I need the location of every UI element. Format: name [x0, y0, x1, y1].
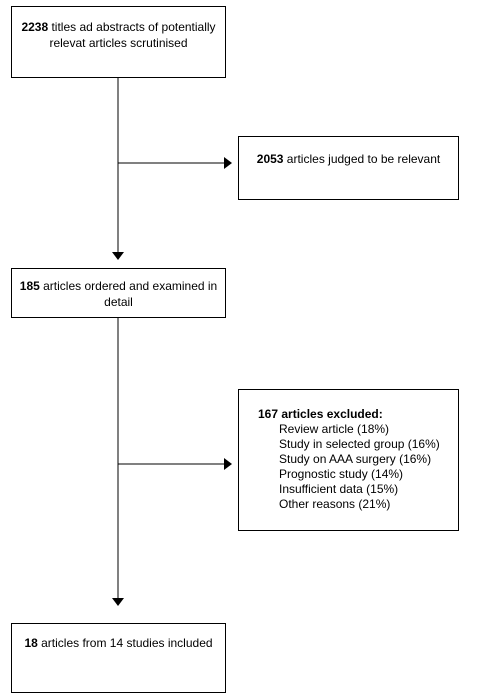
- ordered-text: articles ordered and examined in detail: [39, 279, 218, 309]
- excluded-box: 167 articles excluded: Review article (1…: [238, 389, 459, 531]
- ordered-box: 185 articles ordered and examined in det…: [11, 268, 226, 318]
- reason-item: Study in selected group (16%): [279, 437, 440, 451]
- relevant-text: articles judged to be relevant: [283, 152, 441, 166]
- arrowhead-down-2: [112, 598, 124, 606]
- screened-text: titles ad abstracts of potentially relev…: [48, 20, 216, 50]
- reason-item: Review article (18%): [279, 422, 390, 436]
- relevant-count: 2053: [256, 152, 284, 166]
- exclusion-reasons: Review article (18%) Study in selected g…: [258, 422, 458, 512]
- included-box: 18 articles from 14 studies included: [11, 623, 226, 693]
- reason-item: Prognostic study (14%): [279, 467, 404, 481]
- reason-item: Other reasons (21%): [279, 497, 391, 511]
- screened-box: 2238 titles ad abstracts of potentially …: [11, 6, 226, 78]
- included-count: 18: [24, 636, 38, 650]
- ordered-count: 185: [19, 279, 40, 293]
- arrowhead-right-1: [224, 157, 232, 169]
- reason-item: Insufficient data (15%): [279, 482, 399, 496]
- arrowhead-down-1: [112, 252, 124, 260]
- screened-count: 2238: [21, 20, 49, 34]
- reason-item: Study on AAA surgery (16%): [279, 452, 432, 466]
- relevant-box: 2053 articles judged to be relevant: [238, 136, 459, 200]
- excluded-heading: 167 articles excluded:: [258, 406, 458, 422]
- included-text: articles from 14 studies included: [37, 636, 213, 650]
- arrowhead-right-2: [224, 458, 232, 470]
- excluded-heading-text: 167 articles excluded:: [258, 407, 383, 421]
